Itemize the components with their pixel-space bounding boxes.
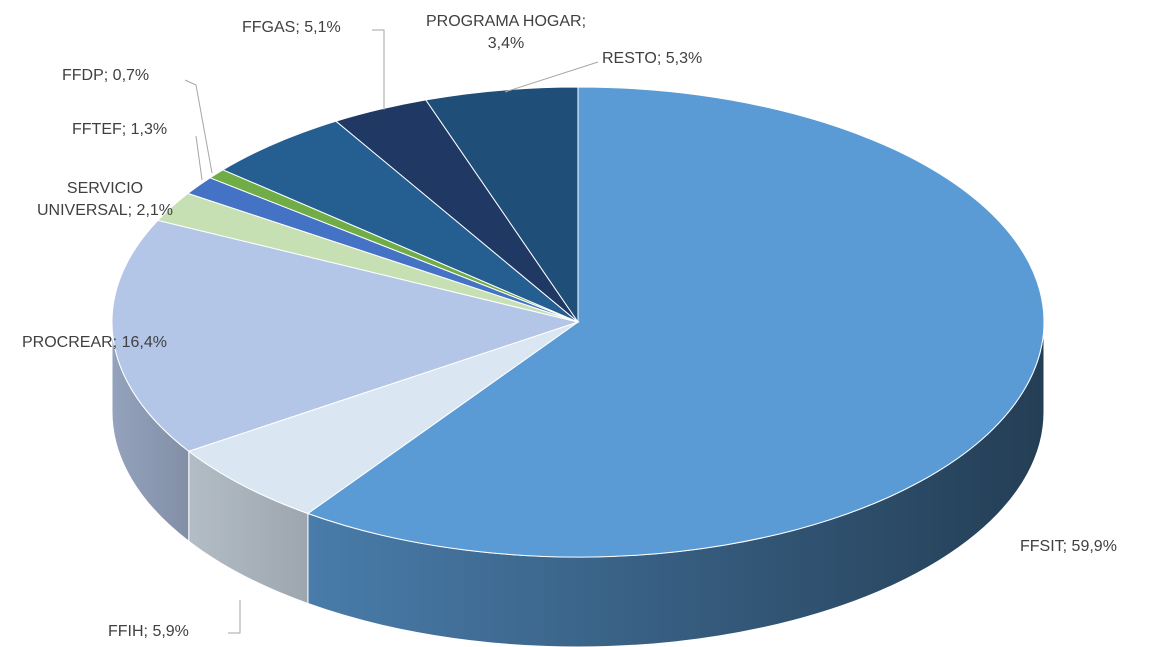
leader-line — [195, 135, 203, 181]
data-label: FFDP; 0,7% — [62, 67, 150, 84]
slice — [424, 86, 579, 324]
slice — [306, 86, 1045, 558]
data-label: SERVICIO UNIVERSAL; 2,1% — [36, 180, 174, 219]
slice — [111, 219, 580, 452]
leader-line — [504, 61, 599, 93]
leader-line — [228, 600, 241, 634]
slice-sides — [111, 321, 1045, 647]
leader-line — [372, 29, 385, 110]
leader-line — [184, 79, 213, 174]
data-label: FFSIT; 59,9% — [1020, 538, 1117, 555]
slice — [221, 120, 579, 323]
slice — [187, 321, 579, 515]
data-label: PROCREAR; 16,4% — [22, 334, 167, 351]
data-label: PROGRAMA HOGAR; 3,4% — [425, 13, 587, 52]
data-label: FFTEF; 1,3% — [72, 121, 168, 138]
leader-lines — [184, 29, 599, 634]
data-label: FFIH; 5,9% — [108, 623, 189, 640]
data-label: RESTO; 5,3% — [602, 50, 703, 67]
data-label: FFGAS; 5,1% — [242, 19, 341, 36]
slice-tops — [111, 86, 1045, 558]
